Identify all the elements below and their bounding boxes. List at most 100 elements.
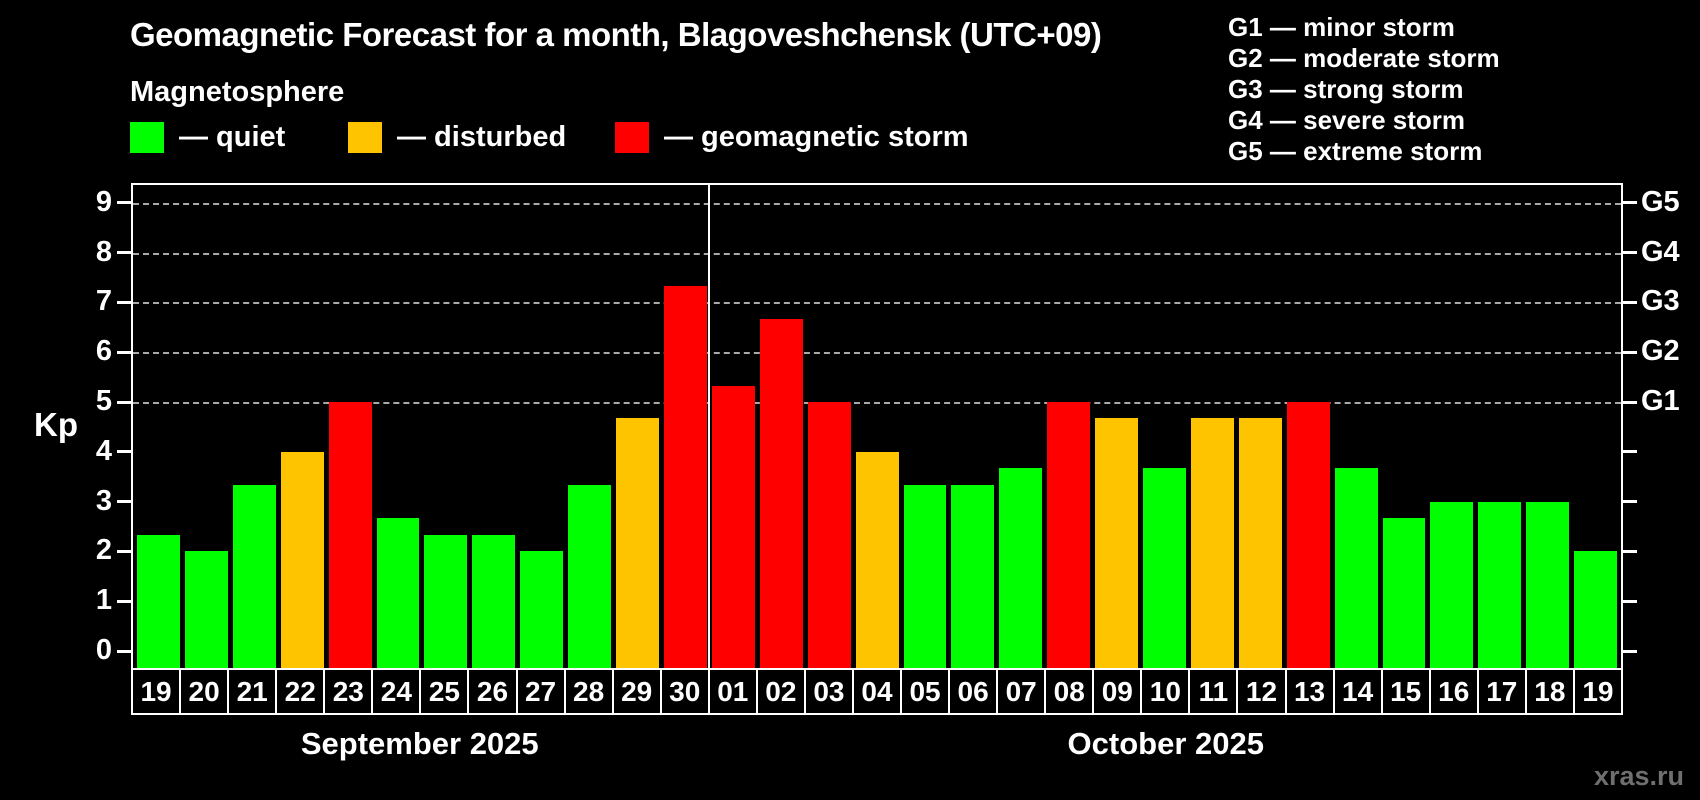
date-cell: 29 <box>611 670 660 715</box>
month-label-1: October 2025 <box>1067 726 1264 761</box>
kp-bar-day-22 <box>280 451 324 668</box>
gridline-kp9 <box>133 202 1621 205</box>
date-cell: 12 <box>1236 670 1285 715</box>
watermark: xras.ru <box>1593 761 1684 791</box>
date-cell: 06 <box>948 670 997 715</box>
kp-bar-day-11 <box>1190 418 1234 668</box>
month-separator-line <box>708 185 711 668</box>
storm-scale-legend: G1 — minor storm G2 — moderate storm G3 — … <box>1228 12 1500 167</box>
storm-scale-legend-line: G1 — minor storm <box>1228 12 1455 42</box>
date-cell: 02 <box>755 670 804 715</box>
left-tick-mark <box>117 649 131 653</box>
date-cell: 01 <box>707 670 756 715</box>
date-axis: 19 20 21 22 23 24 25 26 27 28 29 30 01 02 03 04 05 06 07 08… <box>131 670 1623 715</box>
magnetosphere-label: Magnetosphere <box>130 76 345 108</box>
date-cell: 16 <box>1428 670 1477 715</box>
kp-bar-day-23 <box>328 402 372 668</box>
legend-item-storm: — geomagnetic storm <box>615 120 969 154</box>
g-scale-label-G4: G4 <box>1641 235 1680 268</box>
g-scale-label-G5: G5 <box>1641 185 1680 218</box>
kp-bar-day-30 <box>663 285 707 668</box>
date-cell: 11 <box>1188 670 1237 715</box>
kp-bar-day-10 <box>1143 468 1186 668</box>
right-tick-mark <box>1623 300 1637 304</box>
date-cell: 28 <box>563 670 612 715</box>
legend-swatch-storm <box>615 121 649 153</box>
kp-axis-title: Kp <box>34 406 78 443</box>
kp-bar-day-27 <box>520 551 564 668</box>
kp-bar-day-09 <box>1095 418 1139 668</box>
kp-bar-day-06 <box>951 485 995 668</box>
date-cell: 19 <box>1572 670 1623 715</box>
kp-bar-day-13 <box>1286 402 1330 668</box>
kp-bar-day-03 <box>807 402 851 668</box>
left-tick-mark <box>117 549 131 553</box>
kp-bar-day-17 <box>1478 501 1522 668</box>
legend-item-disturbed: — disturbed <box>348 120 566 154</box>
kp-bar-day-08 <box>1047 402 1091 668</box>
kp-bar-day-29 <box>616 418 659 668</box>
date-cell: 27 <box>515 670 564 715</box>
legend-swatch-quiet <box>130 121 164 153</box>
date-cell: 03 <box>803 670 852 715</box>
chart-inner <box>133 185 1621 668</box>
kp-tick-label: 8 <box>95 235 112 268</box>
kp-tick-label: 3 <box>95 484 112 517</box>
right-tick-mark <box>1623 201 1637 205</box>
kp-bar-day-28 <box>568 485 612 668</box>
kp-bar-day-01 <box>711 385 755 668</box>
kp-tick-label: 9 <box>95 185 112 218</box>
kp-bars <box>133 185 1621 668</box>
kp-tick-label: 7 <box>95 285 112 318</box>
kp-bar-day-07 <box>999 468 1043 668</box>
g-scale-label-G2: G2 <box>1641 335 1680 368</box>
date-cell: 10 <box>1140 670 1189 715</box>
date-cell: 23 <box>323 670 372 715</box>
legend-label: — geomagnetic storm <box>664 120 969 153</box>
gridline-kp5 <box>133 402 1621 404</box>
legend-label: — quiet <box>179 120 286 153</box>
page-title: Geomagnetic Forecast for a month, Blagov… <box>130 16 1102 53</box>
left-tick-mark <box>117 350 131 354</box>
kp-bar-day-19 <box>137 534 180 668</box>
storm-scale-legend-line: G3 — strong storm <box>1228 74 1464 104</box>
left-tick-mark <box>117 450 131 454</box>
date-cell: 13 <box>1284 670 1333 715</box>
left-tick-mark <box>117 500 131 504</box>
date-cell: 05 <box>900 670 949 715</box>
left-tick-mark <box>117 300 131 304</box>
date-cell: 08 <box>1044 670 1093 715</box>
kp-bar-day-19 <box>1574 551 1618 668</box>
legend-label: — disturbed <box>397 120 567 153</box>
kp-bar-day-18 <box>1526 501 1570 668</box>
date-cell: 26 <box>467 670 516 715</box>
date-cell: 07 <box>996 670 1045 715</box>
gridline-kp6 <box>133 352 1621 355</box>
kp-bar-day-24 <box>376 518 420 668</box>
kp-bar-day-02 <box>759 318 803 668</box>
g-scale-label-G3: G3 <box>1641 285 1680 318</box>
gridline-kp7 <box>133 302 1621 305</box>
kp-bar-day-20 <box>184 551 228 668</box>
kp-tick-label: 0 <box>95 634 112 666</box>
date-cell: 20 <box>179 670 228 715</box>
date-cell: 25 <box>419 670 468 715</box>
kp-bar-day-15 <box>1382 518 1426 668</box>
chart-plot-area <box>131 183 1623 670</box>
right-tick-mark <box>1623 649 1637 653</box>
date-cell: 17 <box>1476 670 1525 715</box>
right-tick-mark <box>1623 400 1637 404</box>
kp-bar-day-25 <box>424 534 468 668</box>
right-tick-mark <box>1623 350 1637 354</box>
right-tick-mark <box>1623 549 1637 553</box>
storm-scale-legend-line: G4 — severe storm <box>1228 105 1466 135</box>
storm-scale-legend-line: G2 — moderate storm <box>1228 43 1500 73</box>
kp-bar-day-12 <box>1238 418 1282 668</box>
right-tick-mark <box>1623 599 1637 603</box>
date-cell: 14 <box>1332 670 1381 715</box>
date-cell: 09 <box>1092 670 1141 715</box>
kp-bar-day-14 <box>1334 468 1378 668</box>
kp-tick-label: 5 <box>95 385 112 417</box>
left-tick-mark <box>117 251 131 255</box>
kp-tick-label: 2 <box>95 534 112 567</box>
